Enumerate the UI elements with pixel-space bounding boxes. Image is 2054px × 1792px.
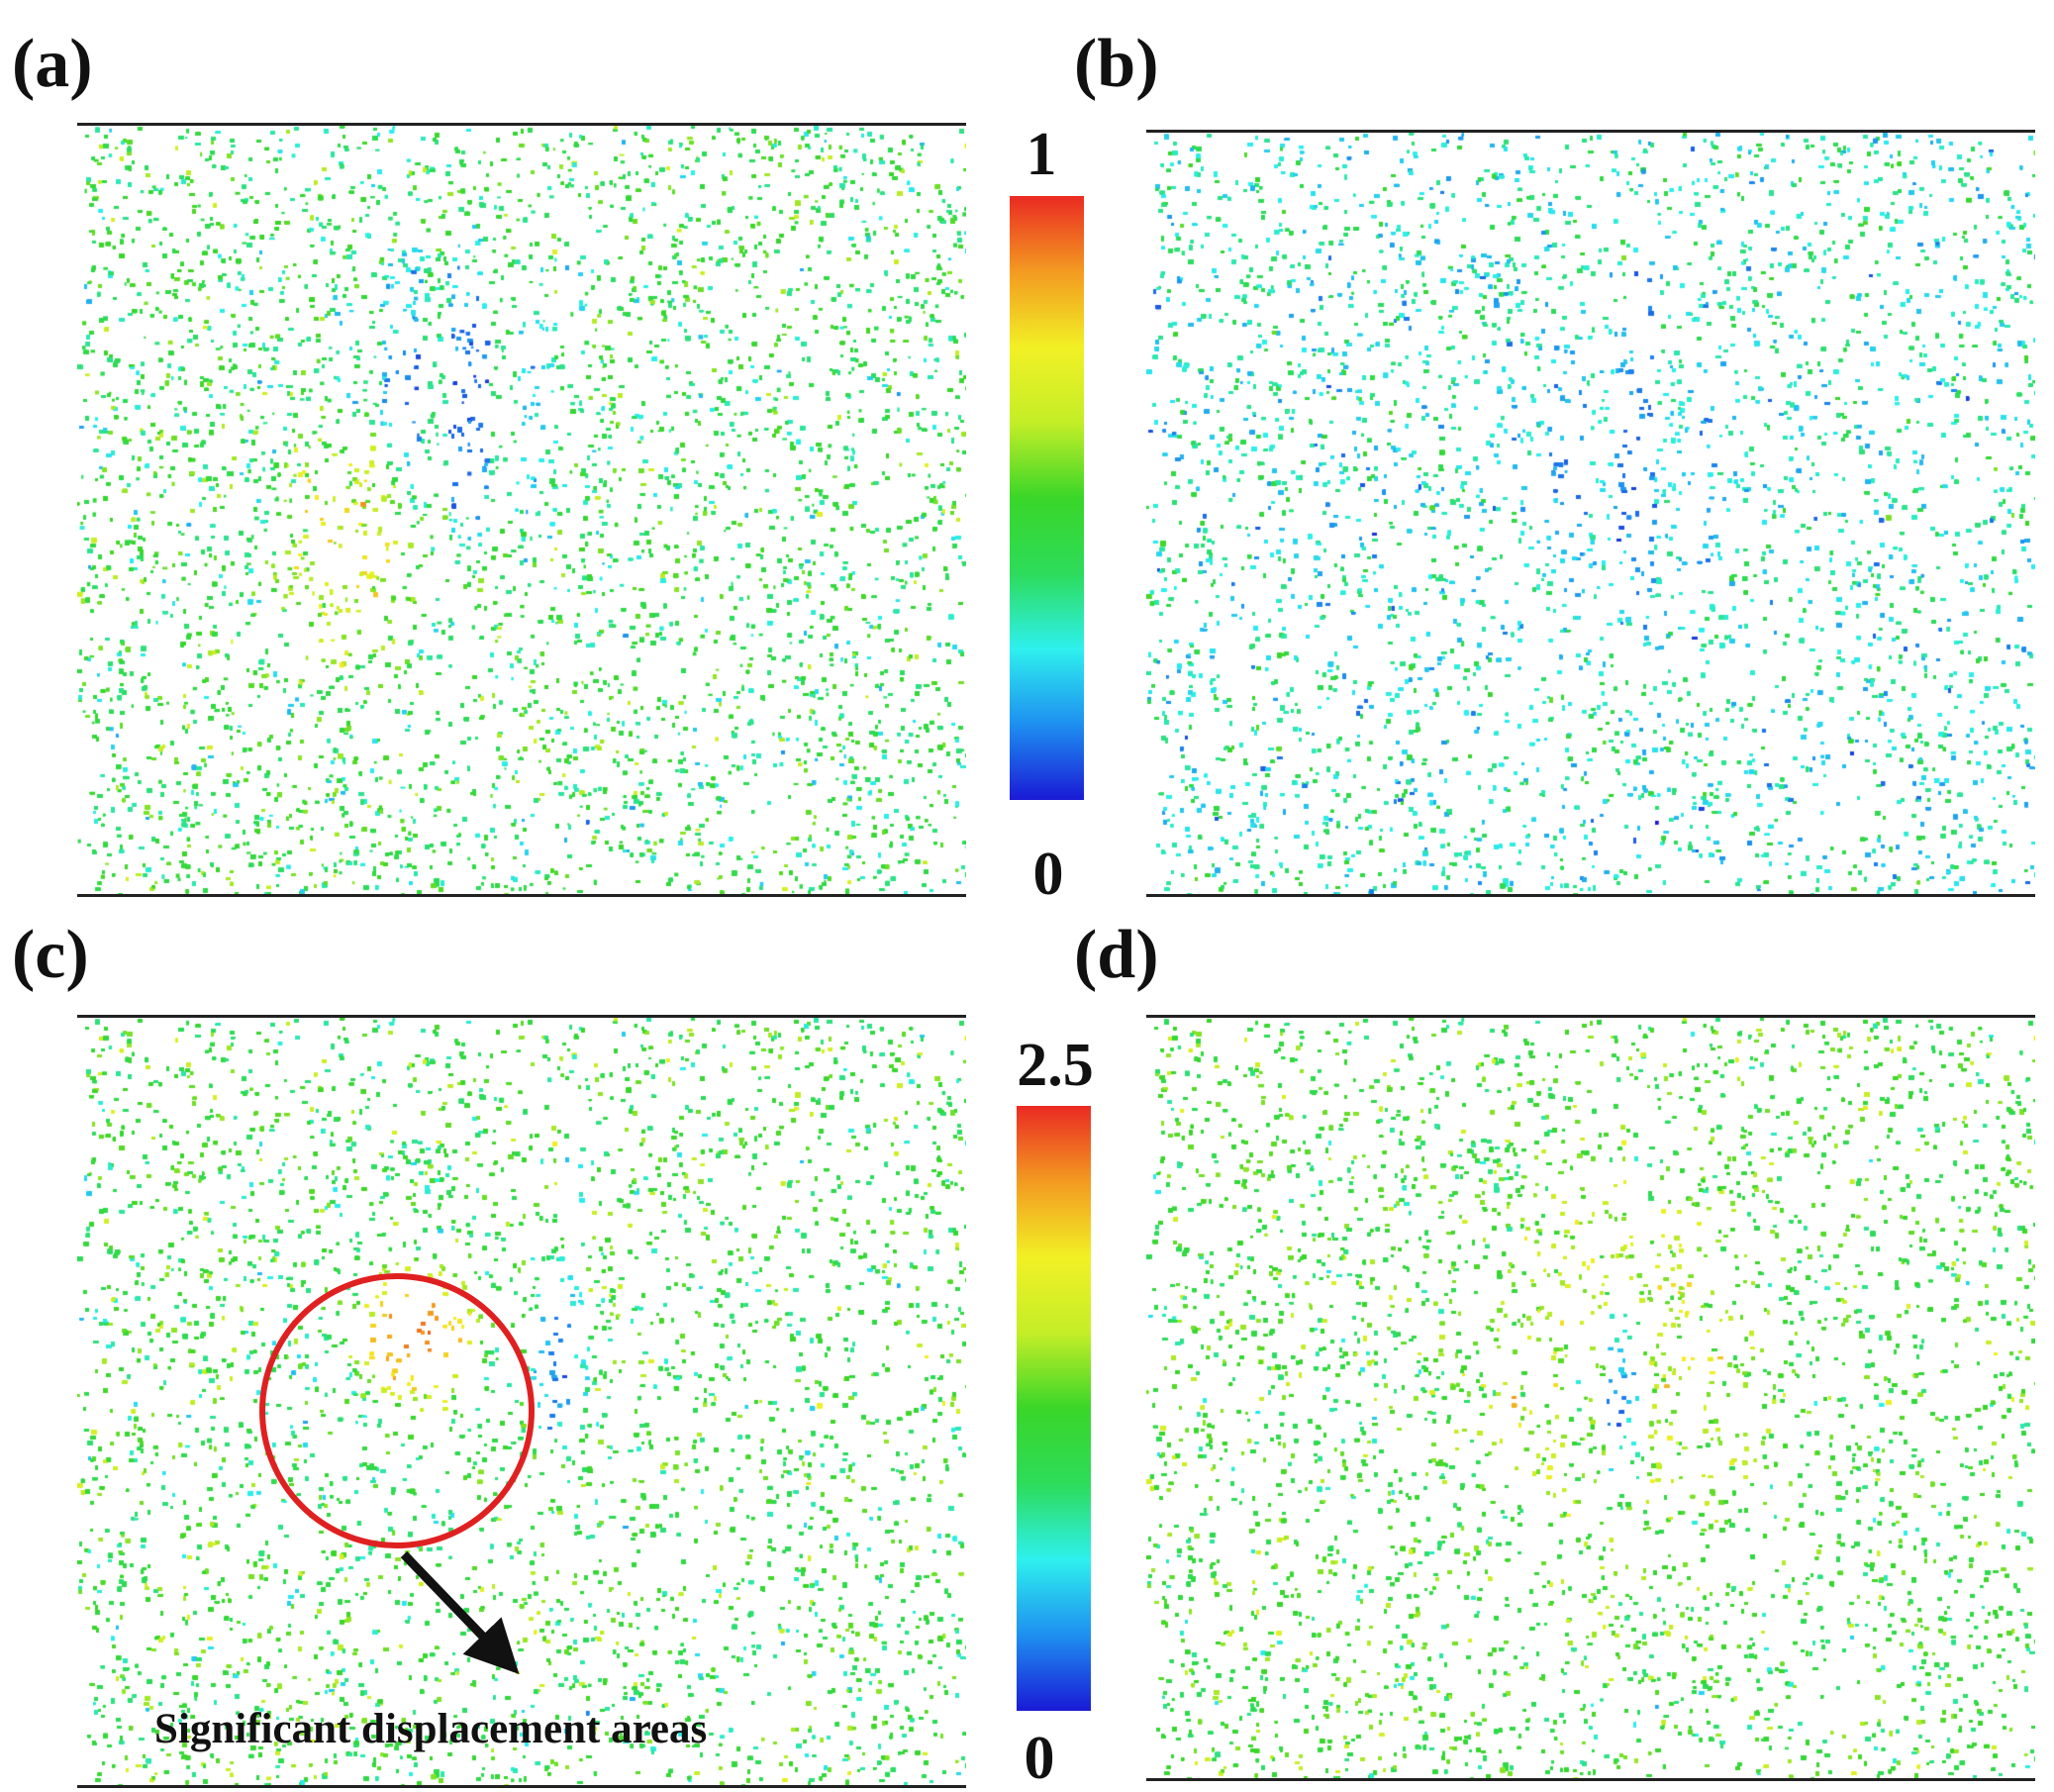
panel-label-b: (b): [1074, 26, 1159, 102]
colorbar-top-min-label: 0: [1032, 841, 1064, 908]
panel-c-particle-map: [77, 1018, 966, 1785]
highlight-circle: [259, 1273, 535, 1548]
annotation-arrow: [400, 1550, 520, 1674]
colorbar-top-max-label: 1: [1026, 121, 1057, 188]
panel-label-d: (d): [1074, 917, 1159, 993]
panel-label-c: (c): [12, 917, 89, 993]
panel-d-field: [1146, 1015, 2035, 1781]
panel-b-field: [1146, 130, 2035, 897]
colorbar-top: [1010, 196, 1084, 800]
panel-d-particle-map: [1146, 1018, 2035, 1778]
panel-c-field: [77, 1015, 966, 1788]
colorbar-bottom-max-label: 2.5: [1017, 1032, 1094, 1099]
panel-label-a: (a): [12, 26, 93, 102]
colorbar-bottom: [1017, 1106, 1091, 1711]
annotation-label: Significant displacement areas: [154, 1706, 708, 1752]
panel-a-particle-map: [77, 126, 966, 894]
colorbar-bottom-min-label: 0: [1024, 1725, 1055, 1792]
panel-a-field: [77, 123, 966, 897]
panel-b-particle-map: [1146, 133, 2035, 894]
